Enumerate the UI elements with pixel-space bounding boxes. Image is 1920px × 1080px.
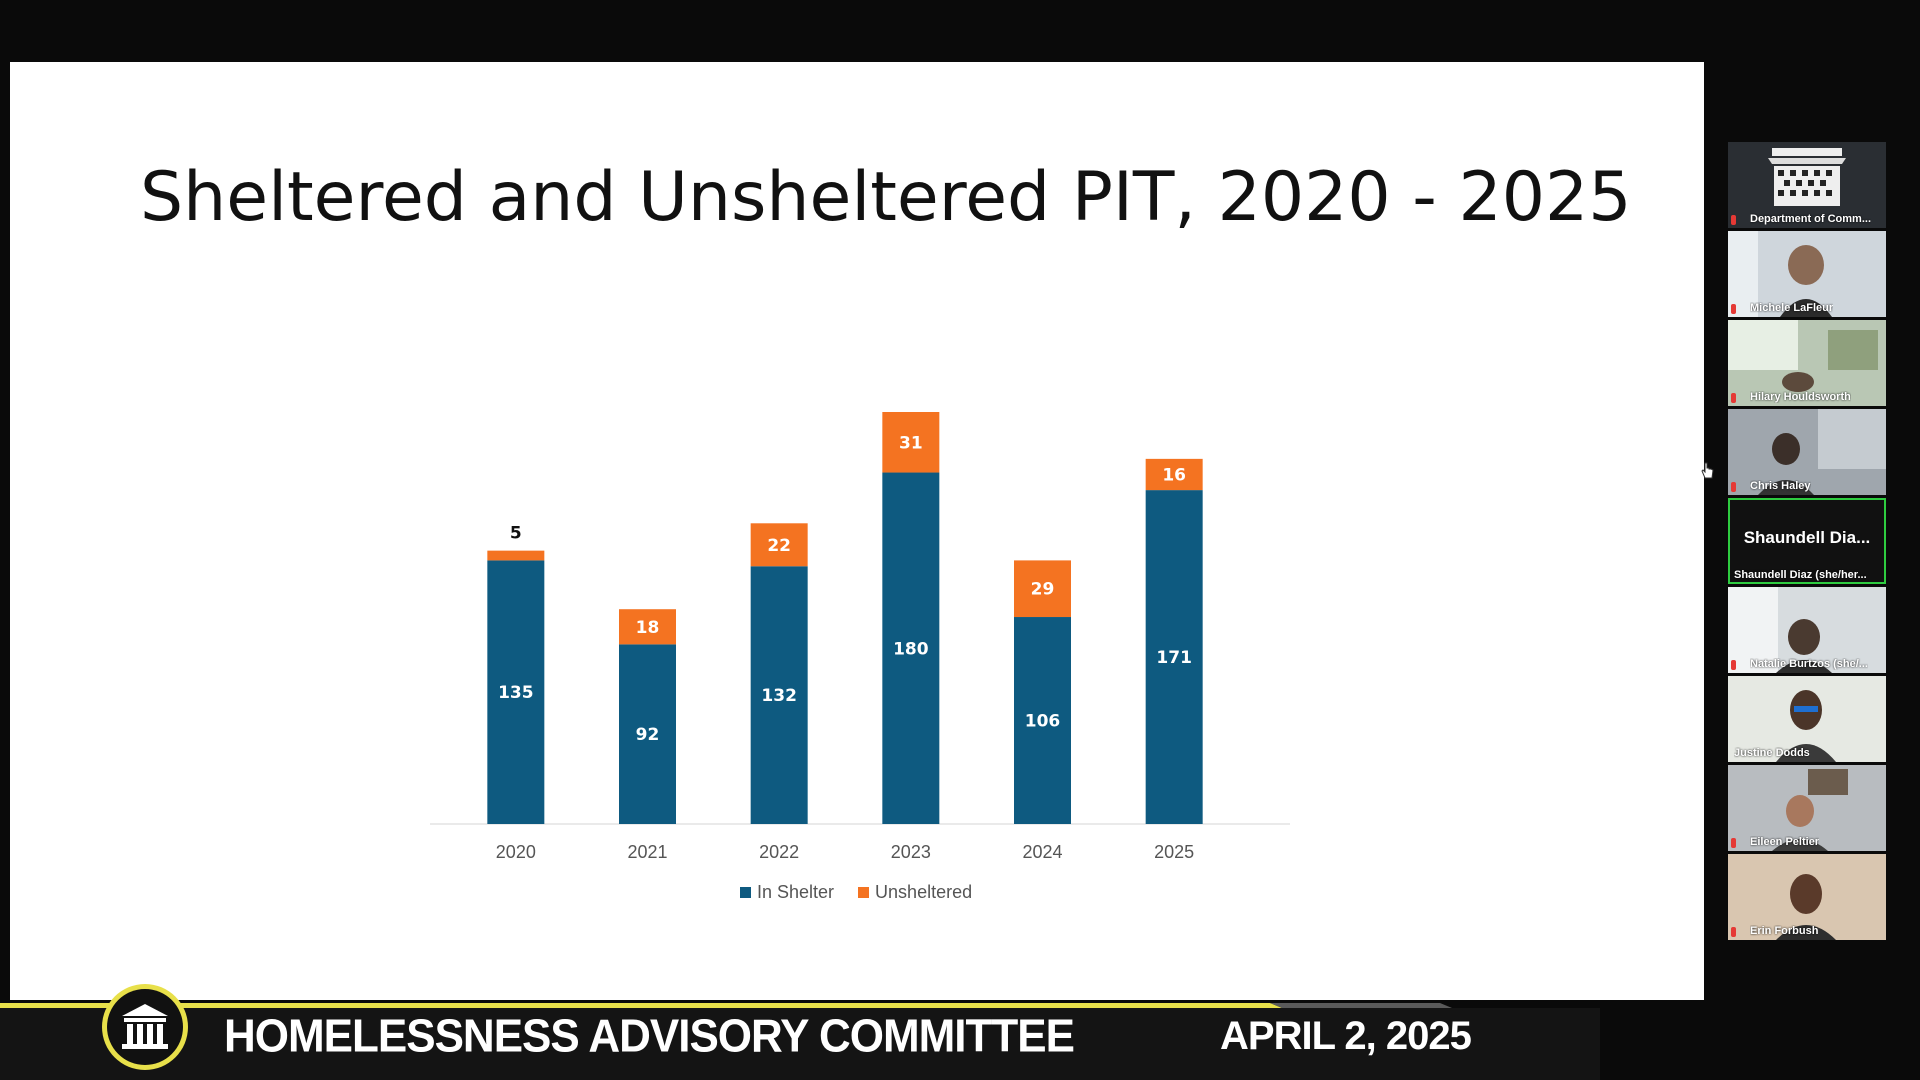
city-seal-icon bbox=[102, 984, 188, 1070]
video-feed bbox=[1728, 587, 1886, 673]
chart-legend: In Shelter Unsheltered bbox=[740, 882, 972, 903]
video-feed bbox=[1728, 409, 1886, 495]
participant-name: Shaundell Diaz (she/her... bbox=[1734, 569, 1866, 581]
bar-in-shelter bbox=[1014, 617, 1071, 824]
participant-name: Chris Haley bbox=[1750, 480, 1811, 492]
bar-unsheltered bbox=[1145, 458, 1203, 491]
bar-unsheltered bbox=[619, 609, 676, 645]
data-label: 135 bbox=[498, 683, 534, 703]
video-feed bbox=[1728, 320, 1886, 406]
building-logo-icon bbox=[1728, 142, 1886, 228]
bar-in-shelter bbox=[619, 644, 676, 824]
participant-name: Department of Comm... bbox=[1750, 213, 1872, 225]
data-label: 18 bbox=[636, 618, 660, 638]
data-label: 22 bbox=[767, 536, 791, 556]
participant-gallery: Department of Comm... Michele LaFleur Hi… bbox=[1728, 142, 1886, 943]
legend-swatch-unsheltered bbox=[858, 887, 870, 898]
bar-unsheltered bbox=[487, 550, 545, 561]
participant-name: Justine Dodds bbox=[1734, 747, 1810, 759]
participant-name: Erin Forbush bbox=[1750, 925, 1819, 937]
data-label: 171 bbox=[1156, 648, 1192, 668]
participant-tile[interactable]: Department of Comm... bbox=[1728, 142, 1886, 228]
slide-title: Sheltered and Unsheltered PIT, 2020 - 20… bbox=[140, 158, 1632, 237]
mic-muted-icon bbox=[1731, 482, 1736, 492]
bar-in-shelter bbox=[1145, 490, 1203, 824]
bar-unsheltered bbox=[882, 412, 940, 473]
bar-unsheltered bbox=[1014, 560, 1071, 618]
participant-name: Eileen Peltier bbox=[1750, 836, 1820, 848]
banner-title: HOMELESSNESS ADVISORY COMMITTEE bbox=[224, 1010, 1075, 1063]
participant-tile[interactable]: Michele LaFleur bbox=[1728, 231, 1886, 317]
data-label: 29 bbox=[1031, 580, 1055, 600]
participant-name: Natalie Burtzos (she/... bbox=[1750, 658, 1868, 670]
mic-muted-icon bbox=[1731, 838, 1736, 848]
x-tick-label: 2024 bbox=[1022, 842, 1062, 862]
data-label: 5 bbox=[510, 524, 522, 544]
participant-tile[interactable]: Hilary Houldsworth bbox=[1728, 320, 1886, 406]
presentation-slide: Sheltered and Unsheltered PIT, 2020 - 20… bbox=[10, 62, 1714, 1016]
video-feed bbox=[1728, 765, 1886, 851]
data-label: 106 bbox=[1025, 712, 1061, 732]
x-tick-label: 2021 bbox=[627, 842, 667, 862]
legend-label-unsheltered: Unsheltered bbox=[875, 882, 973, 902]
bar-in-shelter bbox=[750, 566, 808, 824]
participant-name: Hilary Houldsworth bbox=[1750, 391, 1851, 403]
legend-item-in-shelter: In Shelter bbox=[740, 882, 834, 903]
video-feed bbox=[1728, 854, 1886, 940]
participant-tile[interactable]: Eileen Peltier bbox=[1728, 765, 1886, 851]
data-label: 180 bbox=[893, 639, 929, 659]
banner-date: APRIL 2, 2025 bbox=[1220, 1014, 1472, 1058]
participant-tile[interactable]: Justine Dodds bbox=[1728, 676, 1886, 762]
broadcast-banner bbox=[0, 1000, 1920, 1080]
bar-in-shelter bbox=[487, 560, 545, 824]
mic-muted-icon bbox=[1731, 660, 1736, 670]
legend-label-in-shelter: In Shelter bbox=[757, 882, 835, 902]
mic-muted-icon bbox=[1731, 393, 1736, 403]
x-tick-label: 2023 bbox=[891, 842, 931, 862]
x-tick-label: 2020 bbox=[496, 842, 536, 862]
participant-display-name: Shaundell Dia... bbox=[1743, 528, 1871, 547]
hand-cursor-icon bbox=[1701, 462, 1714, 479]
x-tick-label: 2022 bbox=[759, 842, 799, 862]
video-feed bbox=[1728, 231, 1886, 317]
stacked-bar-chart: 135 5 2020 92 18 2021 132 22 2022 180 31 2023 106 29 2… bbox=[430, 412, 1290, 862]
video-feed bbox=[1728, 676, 1886, 762]
participant-tile[interactable]: Natalie Burtzos (she/... bbox=[1728, 587, 1886, 673]
mic-muted-icon bbox=[1731, 304, 1736, 314]
mic-muted-icon bbox=[1731, 215, 1736, 225]
legend-item-unsheltered: Unsheltered bbox=[858, 882, 972, 903]
data-label: 92 bbox=[636, 725, 660, 745]
participant-tile[interactable]: Erin Forbush bbox=[1728, 854, 1886, 940]
data-label: 132 bbox=[761, 686, 797, 706]
participant-tile[interactable]: Chris Haley bbox=[1728, 409, 1886, 495]
bar-in-shelter bbox=[882, 472, 940, 824]
x-tick-label: 2025 bbox=[1154, 842, 1194, 862]
legend-swatch-in-shelter bbox=[740, 887, 751, 898]
bar-unsheltered bbox=[750, 523, 808, 567]
mic-muted-icon bbox=[1731, 927, 1736, 937]
data-label: 16 bbox=[1162, 465, 1186, 485]
participant-tile-active[interactable]: Shaundell Dia... Shaundell Diaz (she/her… bbox=[1728, 498, 1886, 584]
participant-name: Michele LaFleur bbox=[1750, 302, 1834, 314]
data-label: 31 bbox=[899, 433, 923, 453]
